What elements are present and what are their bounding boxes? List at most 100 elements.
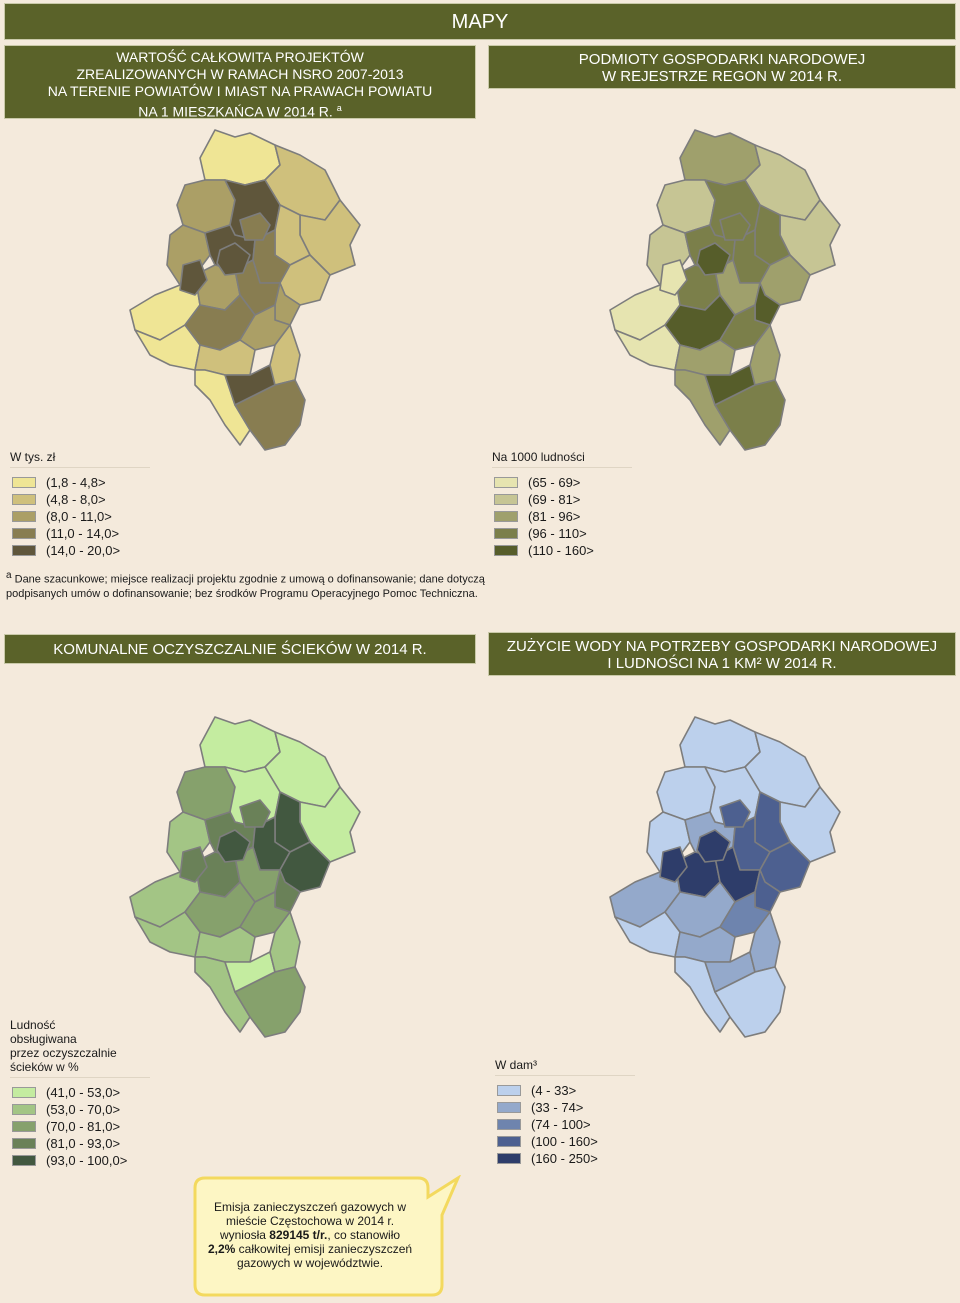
map-region — [179, 846, 208, 883]
title-line: ZREALIZOWANYCH W RAMACH NSRO 2007-2013 — [76, 66, 404, 82]
legend-label: (4,8 - 8,0> — [46, 492, 106, 507]
panel-title-regon: PODMIOTY GOSPODARKI NARODOWEJ W REJESTRZ… — [488, 45, 956, 89]
map-region — [719, 799, 751, 828]
emission-share: 2,2% — [207, 1242, 236, 1256]
legend-entry: (41,0 - 53,0> — [10, 1084, 150, 1101]
legend-label: (4 - 33> — [531, 1083, 577, 1098]
map-region — [659, 259, 688, 296]
legend-title-line: ścieków w % — [10, 1060, 79, 1074]
map-region — [714, 966, 786, 1038]
map-region — [176, 766, 236, 821]
legend-entry: (81,0 - 93,0> — [10, 1135, 150, 1152]
legend-swatch — [12, 1138, 36, 1149]
choropleth-map-projects — [129, 129, 361, 451]
title-line: KOMUNALNE OCZYSZCZALNIE ŚCIEKÓW W 2014 R… — [53, 641, 427, 658]
legend-water: W dam³ (4 - 33> (33 - 74> (74 - 100> (100 - … — [495, 1058, 635, 1167]
footnote-mark: a — [6, 570, 12, 581]
legend-swatch — [12, 1104, 36, 1115]
title-line: PODMIOTY GOSPODARKI NARODOWEJ — [578, 51, 866, 68]
legend-label: (100 - 160> — [531, 1134, 598, 1149]
map-region — [674, 369, 731, 446]
map-region — [656, 179, 716, 234]
legend-label: (93,0 - 100,0> — [46, 1153, 128, 1168]
legend-label: (65 - 69> — [528, 475, 581, 490]
legend-swatch — [12, 545, 36, 556]
map-region — [659, 846, 688, 883]
legend-swatch — [12, 494, 36, 505]
legend-swatch — [494, 494, 518, 505]
legend-entry: (110 - 160> — [492, 542, 632, 559]
title-line: WARTOŚĆ CAŁKOWITA PROJEKTÓW — [116, 49, 364, 65]
legend-label: (110 - 160> — [528, 543, 594, 558]
map-region — [239, 799, 271, 828]
callout-line: gazowych w województwie. — [236, 1256, 384, 1270]
legend-title-line: Na 1000 ludności — [492, 450, 585, 464]
legend-label: (69 - 81> — [528, 492, 581, 507]
legend-swatch — [497, 1085, 521, 1096]
map-region — [714, 379, 786, 451]
legend-swatch — [494, 477, 518, 488]
legend-sewage: Ludność obsługiwana przez oczyszczalnie ści… — [10, 1018, 150, 1169]
legend-label: (160 - 250> — [531, 1151, 598, 1166]
map-region — [179, 259, 208, 296]
map-region — [234, 379, 306, 451]
title-line: W REJESTRZE REGON W 2014 R. — [601, 68, 843, 85]
legend-swatch — [497, 1136, 521, 1147]
callout-line: wyniosła 829145 t/r., co stanowiło — [219, 1228, 401, 1242]
legend-swatch — [12, 1155, 36, 1166]
legend-swatch — [12, 528, 36, 539]
callout-bubble — [193, 1175, 461, 1297]
legend-swatch — [494, 528, 518, 539]
legend-label: (11,0 - 14,0> — [46, 526, 120, 541]
legend-label: (96 - 110> — [528, 526, 587, 541]
title-line: NA 1 MIESZKAŃCA W 2014 R. a — [138, 103, 342, 120]
callout-line: 2,2% całkowitej emisji zanieczyszczeń — [207, 1242, 413, 1256]
legend-entry: (8,0 - 11,0> — [10, 508, 150, 525]
legend-title: Na 1000 ludności — [492, 450, 632, 468]
map-region — [239, 212, 271, 241]
panel-title-sewage: KOMUNALNE OCZYSZCZALNIE ŚCIEKÓW W 2014 R… — [4, 634, 476, 664]
map-region — [176, 179, 236, 234]
page-title: MAPY — [4, 3, 956, 40]
legend-label: (74 - 100> — [531, 1117, 591, 1132]
legend-entry: (53,0 - 70,0> — [10, 1101, 150, 1118]
legend-entry: (33 - 74> — [495, 1099, 635, 1116]
legend-title-line: obsługiwana — [10, 1032, 77, 1046]
callout-text: Emisja zanieczyszczeń gazowych w mieście… — [205, 1200, 415, 1270]
panel-title-projects: WARTOŚĆ CAŁKOWITA PROJEKTÓW ZREALIZOWANY… — [4, 45, 476, 120]
footnote: a Dane szacunkowe; miejsce realizacji pr… — [6, 569, 486, 601]
legend-swatch — [497, 1119, 521, 1130]
map-region — [194, 369, 251, 446]
map-region — [656, 766, 716, 821]
legend-title-line: przez oczyszczalnie — [10, 1046, 117, 1060]
footnote-text: Dane szacunkowe; miejsce realizacji proj… — [6, 573, 485, 600]
legend-label: (81 - 96> — [528, 509, 581, 524]
map-region — [216, 242, 251, 276]
legend-regon: Na 1000 ludności (65 - 69> (69 - 81> (81 - … — [492, 450, 632, 559]
legend-entry: (70,0 - 81,0> — [10, 1118, 150, 1135]
legend-title: W tys. zł — [10, 450, 150, 468]
title-line: I LUDNOŚCI NA 1 KM² W 2014 R. — [607, 655, 837, 672]
map-region — [696, 242, 731, 276]
title-line: NA TERENIE POWIATÓW I MIAST NA PRAWACH P… — [47, 83, 433, 99]
legend-entry: (93,0 - 100,0> — [10, 1152, 150, 1169]
legend-title-line: Ludność — [10, 1018, 56, 1032]
legend-swatch — [12, 1121, 36, 1132]
legend-entry: (4 - 33> — [495, 1082, 635, 1099]
page-title-text: MAPY — [451, 11, 509, 33]
legend-title-line: W dam³ — [495, 1058, 537, 1072]
legend-entry: (11,0 - 14,0> — [10, 525, 150, 542]
choropleth-map-regon — [609, 129, 841, 451]
legend-projects: W tys. zł (1,8 - 4,8> (4,8 - 8,0> (8,0 - 11… — [10, 450, 150, 559]
legend-label: (41,0 - 53,0> — [46, 1085, 121, 1100]
legend-swatch — [497, 1102, 521, 1113]
legend-entry: (4,8 - 8,0> — [10, 491, 150, 508]
map-region — [216, 829, 251, 863]
callout-line: Emisja zanieczyszczeń gazowych w — [213, 1200, 407, 1214]
legend-swatch — [494, 511, 518, 522]
legend-label: (53,0 - 70,0> — [46, 1102, 121, 1117]
legend-entry: (14,0 - 20,0> — [10, 542, 150, 559]
legend-swatch — [497, 1153, 521, 1164]
legend-label: (81,0 - 93,0> — [46, 1136, 121, 1151]
legend-label: (70,0 - 81,0> — [46, 1119, 121, 1134]
